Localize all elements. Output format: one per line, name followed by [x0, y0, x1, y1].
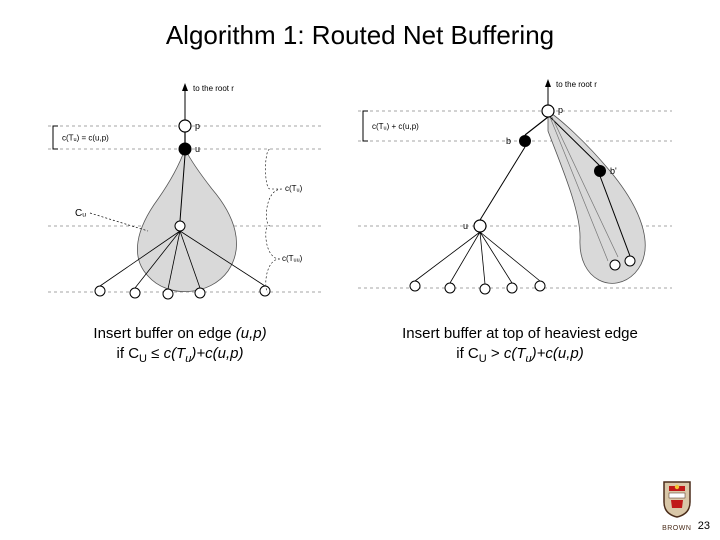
left-caption-edge: (u,p): [236, 325, 267, 342]
left-caption-op: ≤: [147, 345, 164, 362]
brown-logo: BROWN: [662, 480, 692, 532]
page-title: Algorithm 1: Routed Net Buffering: [0, 0, 720, 51]
left-caption-subU: U: [139, 353, 147, 365]
svg-text:b': b': [610, 166, 617, 176]
right-caption-op: >: [487, 345, 504, 362]
shield-icon: [662, 480, 692, 524]
footer: BROWN 23: [662, 480, 710, 532]
svg-text:Cᵤ: Cᵤ: [75, 208, 86, 219]
svg-text:p: p: [558, 105, 563, 115]
svg-text:c(Tᵤ) = c(u,p): c(Tᵤ) = c(u,p): [62, 134, 109, 143]
right-caption-subU: U: [479, 353, 487, 365]
left-caption-cT: c(T: [164, 345, 186, 362]
left-caption-tail: )+c(u,p): [191, 345, 243, 362]
svg-text:u: u: [463, 221, 468, 231]
right-caption-line1: Insert buffer at top of heaviest edge: [402, 325, 638, 342]
right-caption: Insert buffer at top of heaviest edge if…: [350, 324, 690, 366]
right-figure: c(Tᵤ) + c(u,p) to the root r p b u b': [350, 71, 680, 306]
svg-text:c(Tᵤ): c(Tᵤ): [285, 184, 303, 193]
page-number: 23: [698, 520, 710, 532]
svg-text:to the root r: to the root r: [193, 84, 234, 93]
caption-row: Insert buffer on edge (u,p) if CU ≤ c(Tu…: [0, 324, 720, 366]
left-figure: to the root r p u c(Tᵤ) = c(u,p) Cᵤ c(Tᵤ) c(Tᵤ…: [40, 71, 330, 306]
right-caption-cT: c(T: [504, 345, 526, 362]
figures-row: to the root r p u c(Tᵤ) = c(u,p) Cᵤ c(Tᵤ) c(Tᵤ…: [0, 71, 720, 306]
svg-text:u: u: [195, 144, 200, 154]
svg-text:p: p: [195, 121, 200, 131]
left-caption: Insert buffer on edge (u,p) if CU ≤ c(Tu…: [30, 324, 330, 366]
svg-text:c(Tᵤᵤ): c(Tᵤᵤ): [282, 254, 303, 263]
left-diagram-svg: to the root r p u c(Tᵤ) = c(u,p) Cᵤ c(Tᵤ) c(Tᵤ…: [40, 71, 330, 301]
brown-label: BROWN: [662, 525, 692, 532]
svg-text:c(Tᵤ) + c(u,p): c(Tᵤ) + c(u,p): [372, 122, 419, 131]
svg-text:to the root r: to the root r: [556, 80, 597, 89]
right-diagram-svg: c(Tᵤ) + c(u,p) to the root r p b u b': [350, 71, 680, 301]
left-caption-line1: Insert buffer on edge: [93, 325, 235, 342]
left-caption-if: if C: [117, 345, 140, 362]
svg-text:b: b: [506, 136, 511, 146]
right-caption-tail: )+c(u,p): [532, 345, 584, 362]
right-caption-if: if C: [456, 345, 479, 362]
